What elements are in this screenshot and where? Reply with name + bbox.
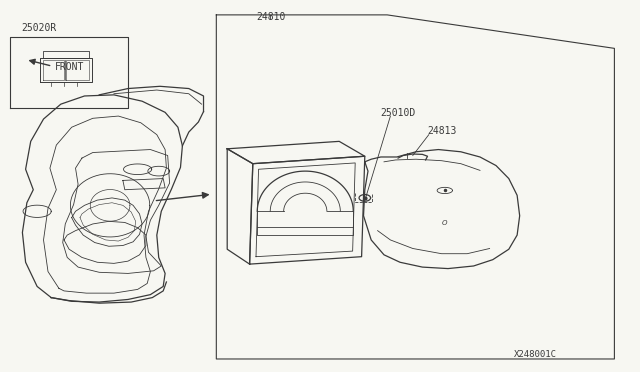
Text: FRONT: FRONT: [55, 62, 84, 72]
Text: 25020R: 25020R: [21, 23, 56, 33]
Text: 24813: 24813: [428, 126, 457, 136]
Text: 24810: 24810: [256, 12, 285, 22]
Text: X248001C: X248001C: [514, 350, 557, 359]
Text: O: O: [442, 220, 447, 226]
Text: 25010D: 25010D: [381, 109, 416, 118]
